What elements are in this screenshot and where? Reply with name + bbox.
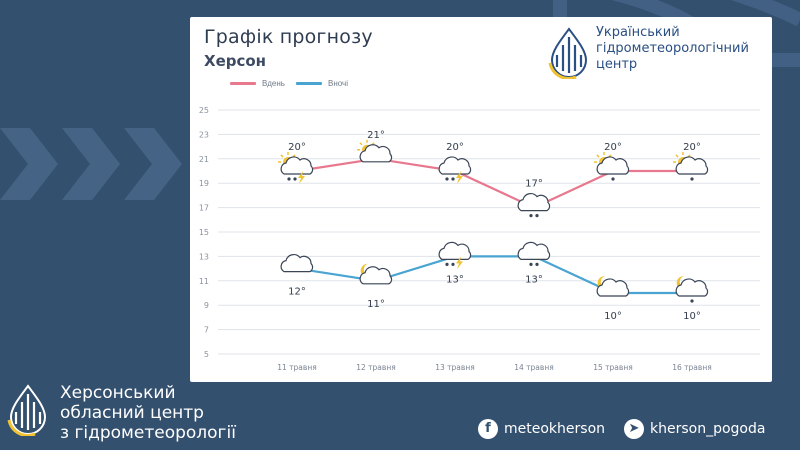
legend-swatch-day <box>230 82 256 86</box>
data-label: 13° <box>525 274 543 285</box>
org-drop-icon <box>7 384 47 436</box>
hydromet-center-logo: Український гідрометеорологічний центр <box>544 23 764 83</box>
y-tick-label: 7 <box>204 326 209 335</box>
telegram-handle: kherson_pogoda <box>650 421 766 437</box>
data-label: 20° <box>604 142 622 153</box>
data-label: 20° <box>288 142 306 153</box>
facebook-handle: meteokherson <box>504 421 606 437</box>
data-label: 20° <box>683 142 701 153</box>
y-tick-label: 15 <box>199 228 209 237</box>
data-label: 10° <box>604 311 622 322</box>
x-tick-label: 16 травня <box>672 363 712 372</box>
cloud-rain-icon <box>517 241 551 266</box>
forecast-chart: 5 7 9 11 13 15 17 19 21 23 25 11 травня 12 травня 13 … <box>199 106 760 372</box>
telegram-link[interactable]: ➤ kherson_pogoda <box>624 419 765 439</box>
data-label: 11° <box>367 299 385 310</box>
legend-item-day: Вдень <box>230 79 285 88</box>
x-tick-label: 11 травня <box>277 363 317 372</box>
night-partly-cloudy-icon <box>596 275 630 297</box>
y-tick-label: 17 <box>199 204 209 213</box>
cloud-rain-icon <box>517 193 551 218</box>
x-tick-label: 14 травня <box>514 363 554 372</box>
x-tick-label: 12 травня <box>356 363 396 372</box>
logo-line: гідрометеорологічний <box>596 41 749 56</box>
y-tick-label: 25 <box>199 106 209 115</box>
partly-cloudy-icon <box>357 139 393 163</box>
org-name-line: з гідрометеорології <box>60 423 236 443</box>
hydromet-drop-icon <box>548 27 588 79</box>
page-title: Графік прогнозу <box>204 26 373 48</box>
y-tick-label: 19 <box>199 179 209 188</box>
night-series-line <box>296 255 692 295</box>
telegram-icon: ➤ <box>624 419 644 439</box>
legend-item-night: Вночі <box>296 79 348 88</box>
partly-cloudy-thunder-rain-icon <box>278 152 314 184</box>
forecast-card: Графік прогнозу Херсон Український гідро… <box>190 17 772 382</box>
facebook-icon: f <box>478 419 498 439</box>
y-tick-label: 23 <box>199 130 209 139</box>
data-label: 12° <box>288 287 306 298</box>
legend-label-day: Вдень <box>262 79 285 88</box>
x-tick-label: 13 травня <box>435 363 475 372</box>
facebook-link[interactable]: f meteokherson <box>478 419 605 439</box>
org-name-line: Херсонський <box>60 383 176 403</box>
org-name-line: обласний центр <box>60 403 204 423</box>
night-partly-cloudy-icon <box>359 263 393 285</box>
legend-swatch-night <box>296 82 322 86</box>
legend-label-night: Вночі <box>328 79 348 88</box>
logo-line: Український <box>596 25 680 40</box>
y-tick-label: 13 <box>199 252 209 261</box>
logo-text: Український гідрометеорологічний центр <box>596 25 749 73</box>
partly-cloudy-rain-icon <box>673 152 709 181</box>
data-label: 17° <box>525 179 543 190</box>
cloud-icon <box>280 254 314 273</box>
x-tick-label: 15 травня <box>593 363 633 372</box>
thunderstorm-rain-icon <box>438 156 472 184</box>
y-tick-label: 9 <box>204 301 209 310</box>
data-label: 21° <box>367 130 385 141</box>
logo-line: центр <box>596 57 638 72</box>
y-tick-label: 5 <box>204 350 209 359</box>
night-partly-cloudy-rain-icon <box>675 275 709 303</box>
org-name: Херсонський обласний центр з гідрометеор… <box>60 383 236 443</box>
thunderstorm-rain-icon <box>438 241 472 270</box>
data-label: 13° <box>446 274 464 285</box>
data-label: 20° <box>446 142 464 153</box>
partly-cloudy-rain-icon <box>594 152 630 181</box>
data-label: 10° <box>683 311 701 322</box>
y-tick-label: 11 <box>199 277 209 286</box>
y-tick-label: 21 <box>199 155 209 164</box>
city-name: Херсон <box>204 52 267 70</box>
